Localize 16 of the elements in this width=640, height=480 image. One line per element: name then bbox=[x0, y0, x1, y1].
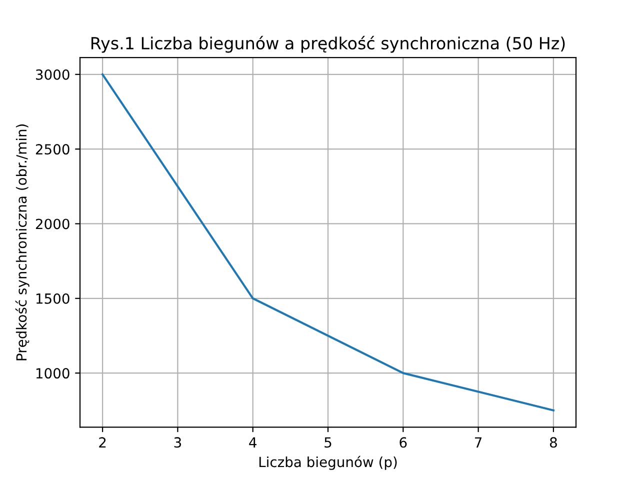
x-tick-label: 4 bbox=[249, 437, 256, 448]
x-axis-title: Liczba biegunów (p) bbox=[259, 456, 397, 470]
y-tick-label: 1500 bbox=[36, 293, 70, 304]
x-tick-label: 5 bbox=[324, 437, 332, 448]
x-tick-label: 3 bbox=[174, 437, 181, 448]
y-tick-label: 2000 bbox=[36, 218, 70, 230]
x-tick-label: 8 bbox=[550, 437, 557, 448]
y-tick-label: 3000 bbox=[36, 69, 70, 80]
y-axis-title: Prędkość synchroniczna (obr./min) bbox=[15, 124, 30, 360]
x-tick-label: 7 bbox=[475, 437, 482, 448]
x-tick-label: 2 bbox=[99, 437, 106, 448]
y-tick-label: 2500 bbox=[36, 144, 70, 155]
chart-title: Rys.1 Liczba biegunów a prędkość synchroniczna (50 Hz) bbox=[92, 36, 565, 53]
line-series bbox=[102, 73, 554, 412]
x-tick-label: 6 bbox=[400, 437, 407, 448]
y-tick-label: 1000 bbox=[36, 368, 70, 379]
